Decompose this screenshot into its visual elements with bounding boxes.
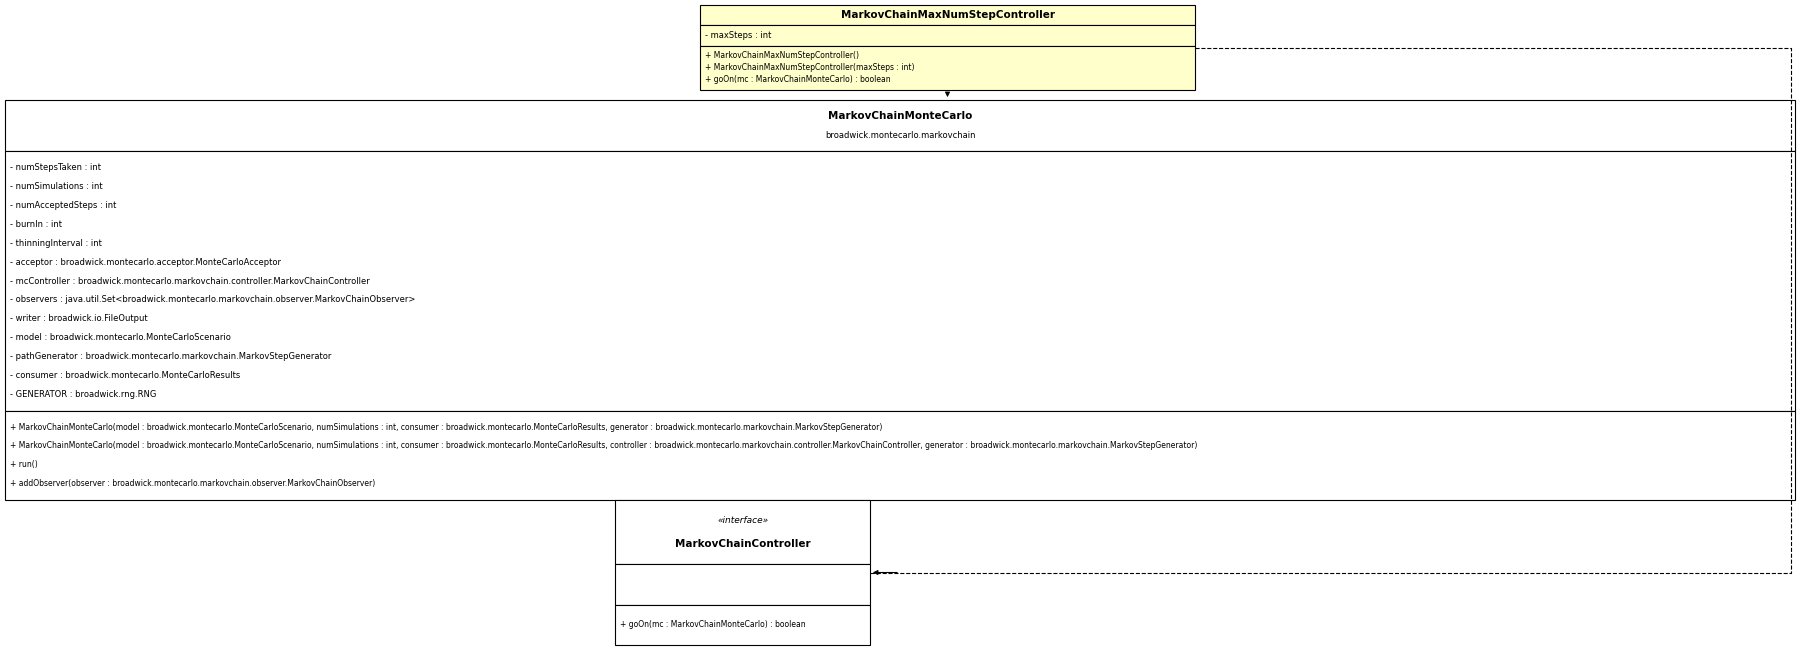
- Text: - pathGenerator : broadwick.montecarlo.markovchain.MarkovStepGenerator: - pathGenerator : broadwick.montecarlo.m…: [11, 352, 331, 361]
- Text: - burnIn : int: - burnIn : int: [11, 220, 61, 229]
- Text: + MarkovChainMonteCarlo(model : broadwick.montecarlo.MonteCarloScenario, numSimu: + MarkovChainMonteCarlo(model : broadwic…: [11, 441, 1198, 451]
- Text: - model : broadwick.montecarlo.MonteCarloScenario: - model : broadwick.montecarlo.MonteCarl…: [11, 333, 231, 342]
- Bar: [5, 100, 1796, 151]
- Bar: [701, 26, 1196, 46]
- Bar: [614, 564, 870, 605]
- Text: MarkovChainController: MarkovChainController: [675, 539, 810, 549]
- Text: MarkovChainMonteCarlo: MarkovChainMonteCarlo: [828, 111, 973, 121]
- Bar: [614, 605, 870, 645]
- Bar: [5, 151, 1796, 411]
- Text: MarkovChainMaxNumStepController: MarkovChainMaxNumStepController: [841, 10, 1055, 20]
- Text: + addObserver(observer : broadwick.montecarlo.markovchain.observer.MarkovChainOb: + addObserver(observer : broadwick.monte…: [11, 480, 375, 489]
- Text: + run(): + run(): [11, 461, 38, 470]
- Text: + MarkovChainMaxNumStepController(maxSteps : int): + MarkovChainMaxNumStepController(maxSte…: [704, 64, 915, 72]
- Text: - numStepsTaken : int: - numStepsTaken : int: [11, 163, 101, 172]
- Text: + MarkovChainMaxNumStepController(): + MarkovChainMaxNumStepController(): [704, 51, 859, 60]
- Text: + MarkovChainMonteCarlo(model : broadwick.montecarlo.MonteCarloScenario, numSimu: + MarkovChainMonteCarlo(model : broadwic…: [11, 422, 882, 432]
- Bar: [614, 500, 870, 564]
- Text: - maxSteps : int: - maxSteps : int: [704, 31, 771, 40]
- Bar: [701, 5, 1196, 26]
- Text: - mcController : broadwick.montecarlo.markovchain.controller.MarkovChainControll: - mcController : broadwick.montecarlo.ma…: [11, 277, 369, 285]
- Text: - numSimulations : int: - numSimulations : int: [11, 182, 103, 191]
- Text: - acceptor : broadwick.montecarlo.acceptor.MonteCarloAcceptor: - acceptor : broadwick.montecarlo.accept…: [11, 258, 281, 266]
- Bar: [5, 411, 1796, 500]
- Bar: [701, 46, 1196, 90]
- Text: - numAcceptedSteps : int: - numAcceptedSteps : int: [11, 201, 117, 210]
- Text: - thinningInterval : int: - thinningInterval : int: [11, 239, 103, 247]
- Text: broadwick.montecarlo.markovchain: broadwick.montecarlo.markovchain: [825, 131, 976, 140]
- Text: - observers : java.util.Set<broadwick.montecarlo.markovchain.observer.MarkovChai: - observers : java.util.Set<broadwick.mo…: [11, 295, 416, 304]
- Text: + goOn(mc : MarkovChainMonteCarlo) : boolean: + goOn(mc : MarkovChainMonteCarlo) : boo…: [704, 75, 891, 85]
- Text: - consumer : broadwick.montecarlo.MonteCarloResults: - consumer : broadwick.montecarlo.MonteC…: [11, 371, 240, 380]
- Text: - GENERATOR : broadwick.rng.RNG: - GENERATOR : broadwick.rng.RNG: [11, 390, 157, 400]
- Text: «interface»: «interface»: [717, 516, 767, 525]
- Text: - writer : broadwick.io.FileOutput: - writer : broadwick.io.FileOutput: [11, 314, 148, 323]
- Text: + goOn(mc : MarkovChainMonteCarlo) : boolean: + goOn(mc : MarkovChainMonteCarlo) : boo…: [620, 621, 805, 629]
